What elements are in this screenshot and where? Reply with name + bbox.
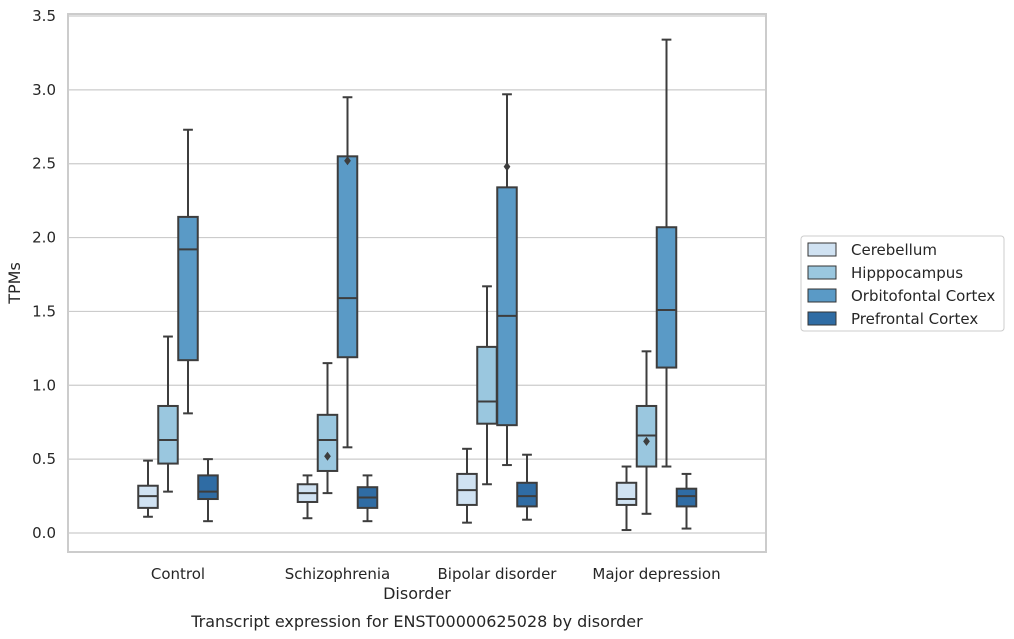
iqr-box <box>316 413 339 472</box>
outlier-point <box>344 156 351 166</box>
y-tick-label: 2.5 <box>32 155 56 173</box>
outlier-point <box>324 451 331 461</box>
legend-label: Hipppocampus <box>851 264 963 282</box>
box-orbitofontal-cortex <box>655 38 678 468</box>
y-tick-label: 0.0 <box>32 524 56 542</box>
iqr-box <box>496 186 518 427</box>
x-tick-label: Major depression <box>592 565 720 583</box>
box-cerebellum <box>456 447 478 524</box>
box-series <box>137 38 698 532</box>
box-orbitofontal-cortex <box>336 96 359 449</box>
legend-label: Orbitofontal Cortex <box>851 287 995 305</box>
y-tick-label: 0.5 <box>32 450 56 468</box>
legend-swatch <box>807 311 837 326</box>
y-tick-label: 1.5 <box>32 302 56 320</box>
iqr-box <box>157 404 179 465</box>
box-prefrontal-cortex <box>356 474 379 523</box>
outlier-point <box>643 436 650 446</box>
box-hipppocampus <box>157 335 179 493</box>
box-prefrontal-cortex <box>197 458 219 523</box>
x-axis-label: Disorder <box>383 584 451 603</box>
legend-swatch <box>807 242 837 257</box>
box-hipppocampus <box>635 350 658 515</box>
legend-label: Cerebellum <box>851 241 937 259</box>
legend-swatch <box>807 288 837 303</box>
outlier-point <box>503 162 511 172</box>
y-tick-labels: 0.0 0.5 1.0 1.5 2.0 2.5 3.0 3.5 <box>32 7 56 542</box>
box-prefrontal-cortex <box>516 453 538 521</box>
y-tick-label: 3.5 <box>32 7 56 25</box>
iqr-box <box>516 481 538 508</box>
chart-title: Transcript expression for ENST0000062502… <box>190 612 643 631</box>
legend-label: Prefrontal Cortex <box>851 310 978 328</box>
box-orbitofontal-cortex <box>177 128 199 415</box>
iqr-box <box>655 226 678 369</box>
box-hipppocampus <box>316 362 339 495</box>
x-tick-labels: Control Schizophrenia Bipolar disorder Majo… <box>151 565 721 583</box>
iqr-box <box>476 345 498 425</box>
box-cerebellum <box>615 465 638 532</box>
y-axis-label: TPMs <box>5 262 24 305</box>
box-cerebellum <box>137 459 159 518</box>
x-tick-label: Bipolar disorder <box>438 565 558 583</box>
box-orbitofontal-cortex <box>496 93 518 467</box>
iqr-box <box>197 474 219 501</box>
x-tick-label: Control <box>151 565 205 583</box>
legend-swatch <box>807 265 837 280</box>
box-prefrontal-cortex <box>675 472 698 530</box>
legend-frame <box>800 235 1005 332</box>
x-tick-label: Schizophrenia <box>285 565 390 583</box>
y-tick-label: 3.0 <box>32 81 56 99</box>
iqr-box <box>177 215 199 362</box>
iqr-box <box>336 155 359 359</box>
y-tick-label: 1.0 <box>32 376 56 394</box>
legend: Cerebellum Hipppocampus Orbitofontal Corte… <box>800 235 1005 332</box>
iqr-box <box>615 481 638 506</box>
box-cerebellum <box>296 474 319 520</box>
y-tick-label: 2.0 <box>32 229 56 247</box>
iqr-box <box>675 487 698 508</box>
